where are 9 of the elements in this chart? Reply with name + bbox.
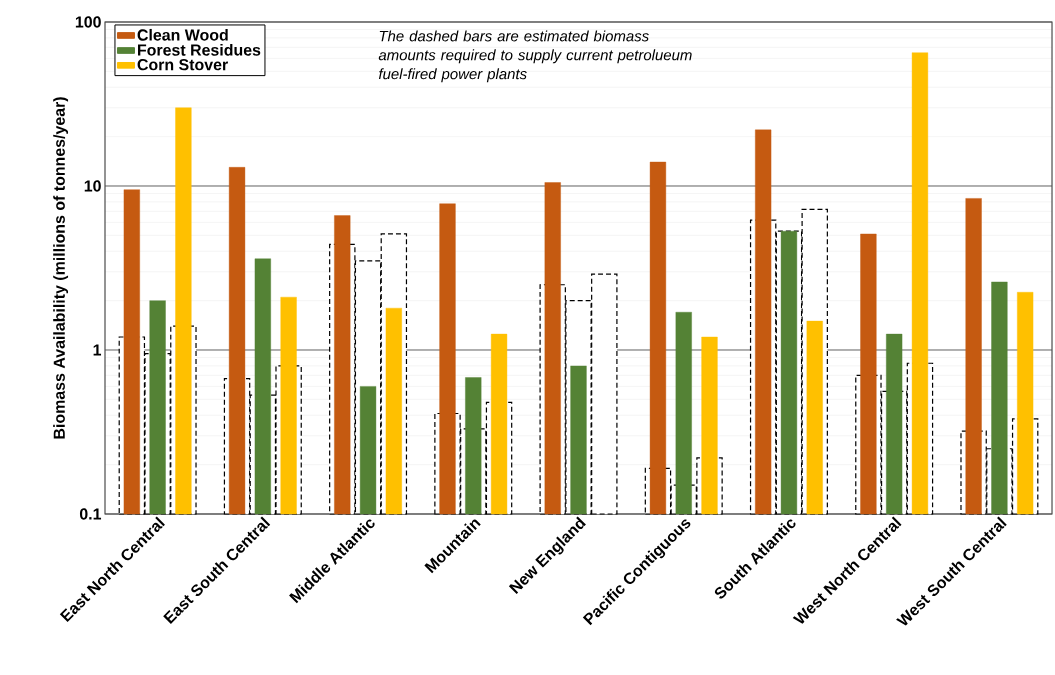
y-tick-label: 1 [93,344,102,356]
legend-label: Corn Stover [137,59,228,71]
legend-label: Forest Residues [138,43,261,56]
y-tick-label: 10 [84,180,101,192]
annotation: The dashed bars are estimated biomass amounts required to supply current petrolueum fuel-fired power plants [378,30,692,83]
y-axis-title: Biomass Availability (millions of tonnes/year) [53,97,69,439]
legend-label: Clean Wood [137,28,228,41]
y-tick-label: 100 [75,16,101,28]
y-tick-label: 0.1 [79,508,102,520]
